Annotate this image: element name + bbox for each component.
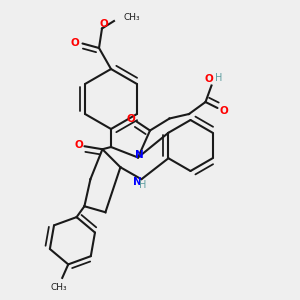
Text: O: O (70, 38, 80, 49)
Text: O: O (126, 114, 135, 124)
Text: H: H (215, 73, 223, 83)
Text: CH₃: CH₃ (51, 283, 68, 292)
Text: N: N (135, 149, 144, 160)
Text: N: N (133, 177, 141, 187)
Text: O: O (204, 74, 213, 85)
Text: O: O (220, 106, 229, 116)
Text: O: O (99, 19, 108, 29)
Text: CH₃: CH₃ (123, 14, 140, 22)
Text: O: O (74, 140, 83, 150)
Text: H: H (139, 180, 147, 190)
